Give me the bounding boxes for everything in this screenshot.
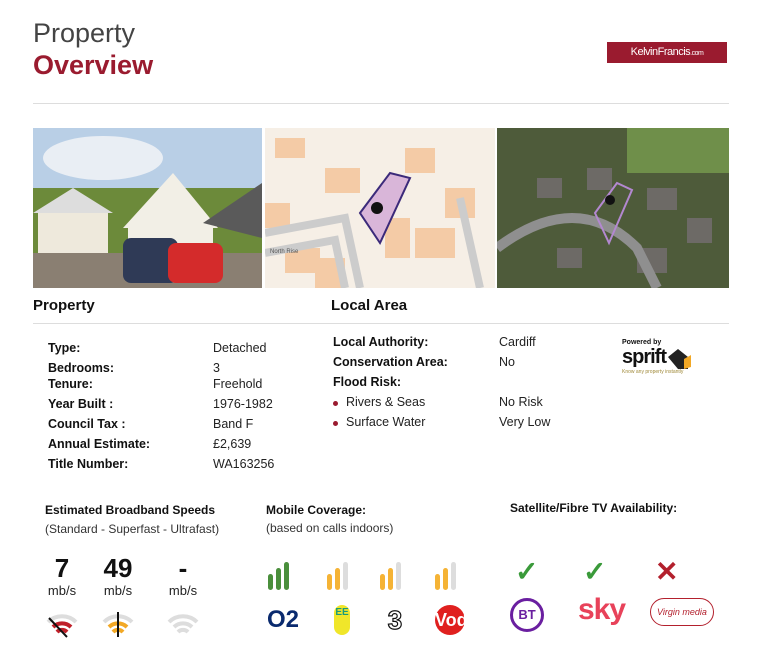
flood-risk-label: Surface Water — [346, 415, 426, 429]
signal-bar — [268, 574, 273, 590]
property-value: Band F — [213, 417, 254, 431]
property-heading: Property — [33, 297, 95, 314]
speed-gauge-icon — [101, 610, 135, 643]
property-value: £2,639 — [213, 437, 252, 451]
tv-provider-logo: sky — [578, 593, 626, 626]
check-icon: ✓ — [515, 556, 539, 587]
signal-bar — [388, 568, 393, 590]
sprift-logo: Powered by sprift Know any property inst… — [622, 339, 722, 375]
title-line1: Property — [33, 18, 136, 48]
divider — [33, 323, 729, 324]
street-view-photo[interactable] — [33, 128, 262, 288]
operator-logo-3: 3 — [378, 603, 412, 637]
check-icon: ✓ — [583, 556, 607, 587]
sprift-tagline: Know any property instantly — [622, 369, 684, 375]
signal-bar — [396, 562, 401, 590]
signal-bar — [380, 574, 385, 590]
property-label: Tenure: — [48, 377, 93, 391]
map-view[interactable]: North Rise — [265, 128, 495, 288]
operator-name: O2 — [266, 606, 299, 633]
property-value: WA163256 — [213, 457, 275, 471]
signal-bars-icon — [268, 560, 289, 590]
speed-unit: mb/s — [168, 583, 198, 598]
local-area-value: No — [499, 355, 515, 369]
sprift-brand: sprift — [622, 346, 667, 368]
property-value: 1976-1982 — [213, 397, 273, 411]
speed-value: - — [178, 553, 188, 583]
svg-text:North Rise: North Rise — [270, 249, 299, 255]
brand-name: KelvinFrancis — [630, 46, 691, 58]
property-label: Bedrooms: — [48, 361, 114, 375]
divider — [33, 103, 729, 104]
signal-bar — [284, 562, 289, 590]
operator-name: EE — [334, 605, 350, 635]
broadband-title: Estimated Broadband Speeds — [45, 503, 216, 517]
brand-logo[interactable]: KelvinFrancis.com — [607, 42, 727, 63]
property-value: Detached — [213, 341, 267, 355]
operator-logo-o2: O2 — [266, 603, 300, 637]
cross-icon: ✕ — [655, 556, 679, 587]
local-area-label: Conservation Area: — [333, 355, 448, 369]
bullet-icon — [333, 401, 338, 406]
operator-name: 3 — [387, 604, 403, 635]
speed-value: 7 — [54, 553, 70, 583]
mobile-subtitle: (based on calls indoors) — [266, 521, 394, 535]
signal-bars-icon — [380, 560, 401, 590]
signal-bars-icon — [435, 560, 456, 590]
signal-bar — [451, 562, 456, 590]
signal-bar — [327, 574, 332, 590]
flood-risk-label: Rivers & Seas — [346, 395, 426, 409]
speed-gauge-icon — [45, 610, 79, 643]
property-label: Type: — [48, 341, 81, 355]
local-area-label: Flood Risk: — [333, 375, 402, 389]
property-label: Council Tax : — [48, 417, 126, 431]
local-area-value: Cardiff — [499, 335, 536, 349]
mobile-title: Mobile Coverage: — [266, 503, 367, 517]
brand-suffix: .com — [690, 50, 704, 57]
local-area-heading: Local Area — [331, 297, 408, 314]
satellite-view[interactable] — [497, 128, 729, 288]
property-value: 3 — [213, 361, 220, 375]
signal-bar — [335, 568, 340, 590]
flood-risk-value: No Risk — [499, 395, 543, 409]
signal-bar — [276, 568, 281, 590]
broadband-subtitle: (Standard - Superfast - Ultrafast) — [45, 522, 220, 536]
speed-value: 49 — [103, 553, 133, 583]
property-label: Annual Estimate: — [48, 437, 151, 451]
speed-gauge-icon — [166, 610, 200, 643]
property-label: Year Built : — [48, 397, 114, 411]
operator-name: Vodafone — [435, 605, 516, 635]
speed-unit: mb/s — [47, 583, 77, 598]
sprift-house-icon — [668, 348, 691, 369]
signal-bar — [343, 562, 348, 590]
property-value: Freehold — [213, 377, 263, 391]
flood-risk-value: Very Low — [499, 415, 551, 429]
property-label: Title Number: — [48, 457, 129, 471]
operator-logo-vodafone: Vodafone — [433, 603, 516, 637]
speed-unit: mb/s — [103, 583, 133, 598]
tv-provider-logo: BT — [510, 598, 544, 632]
operator-logo-ee: EE — [325, 603, 359, 637]
signal-bars-icon — [327, 560, 348, 590]
bullet-icon — [333, 421, 338, 426]
local-area-label: Local Authority: — [333, 335, 429, 349]
signal-bar — [435, 574, 440, 590]
tv-title: Satellite/Fibre TV Availability: — [510, 501, 678, 515]
tv-provider-logo: Virgin media — [650, 598, 714, 626]
powered-by-label: Powered by — [622, 339, 662, 346]
title-line2: Overview — [33, 50, 154, 80]
signal-bar — [443, 568, 448, 590]
